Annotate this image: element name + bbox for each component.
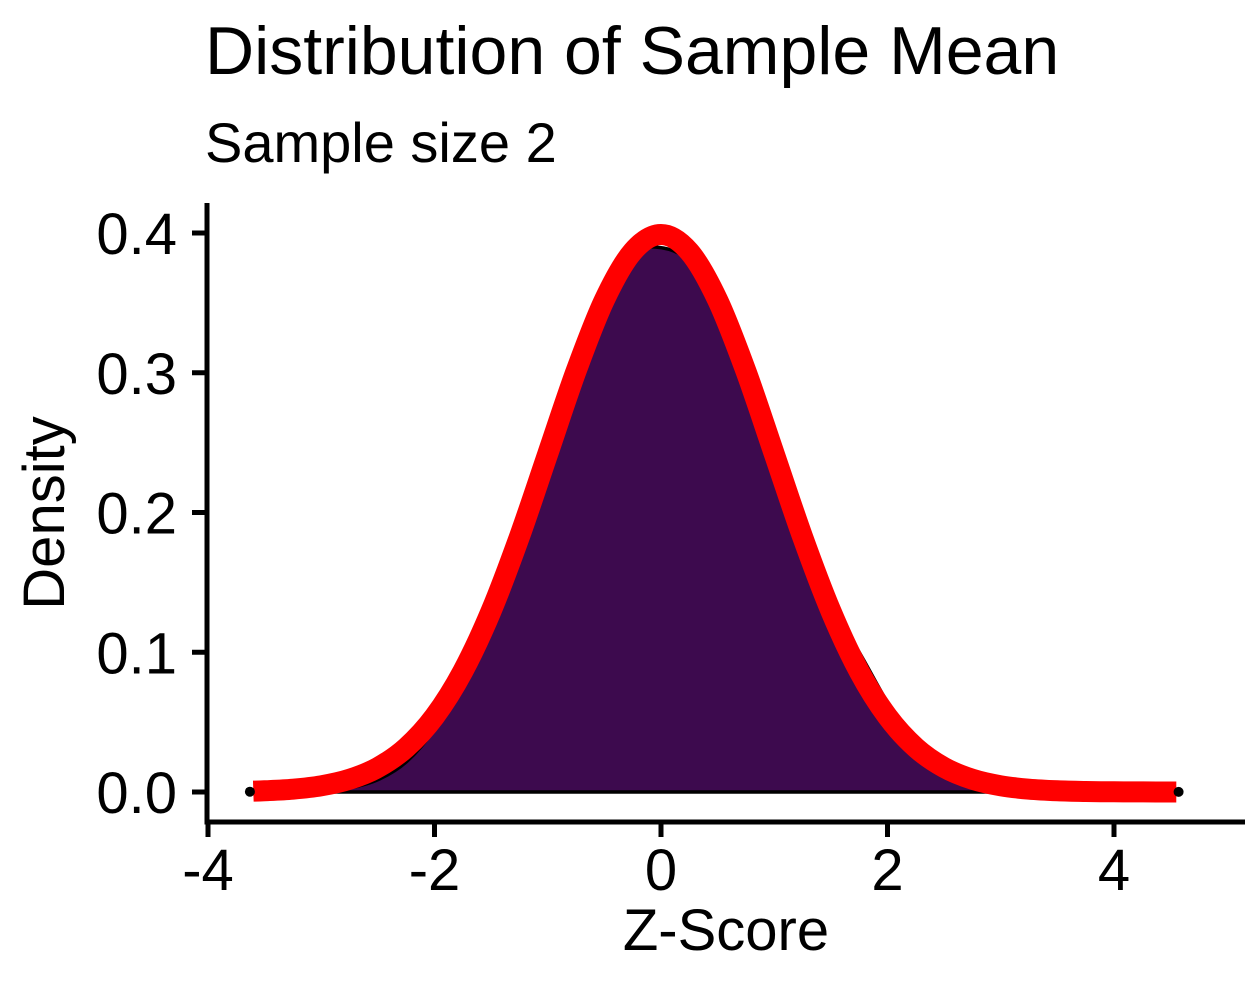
- density-endpoint-dot: [244, 786, 255, 797]
- y-tick-label: 0.3: [96, 342, 177, 407]
- chart-title: Distribution of Sample Mean: [205, 13, 1060, 89]
- x-tick-label: 4: [1098, 838, 1130, 903]
- x-tick-label: 0: [645, 838, 677, 903]
- x-tick-label: -2: [409, 838, 461, 903]
- x-tick-label: -4: [182, 838, 234, 903]
- y-tick-label: 0.4: [96, 202, 177, 267]
- y-axis-title: Density: [12, 416, 77, 610]
- density-endpoint-dot: [1173, 786, 1184, 797]
- x-tick-label: 2: [871, 838, 903, 903]
- x-axis-title: Z-Score: [622, 898, 830, 963]
- y-tick-label: 0.1: [96, 621, 177, 686]
- theoretical-normal-curve: [252, 223, 1177, 803]
- y-tick-label: 0.2: [96, 482, 177, 547]
- empirical-density-area: [248, 245, 1181, 794]
- chart-subtitle: Sample size 2: [205, 111, 557, 174]
- y-tick-label: 0.0: [96, 761, 177, 826]
